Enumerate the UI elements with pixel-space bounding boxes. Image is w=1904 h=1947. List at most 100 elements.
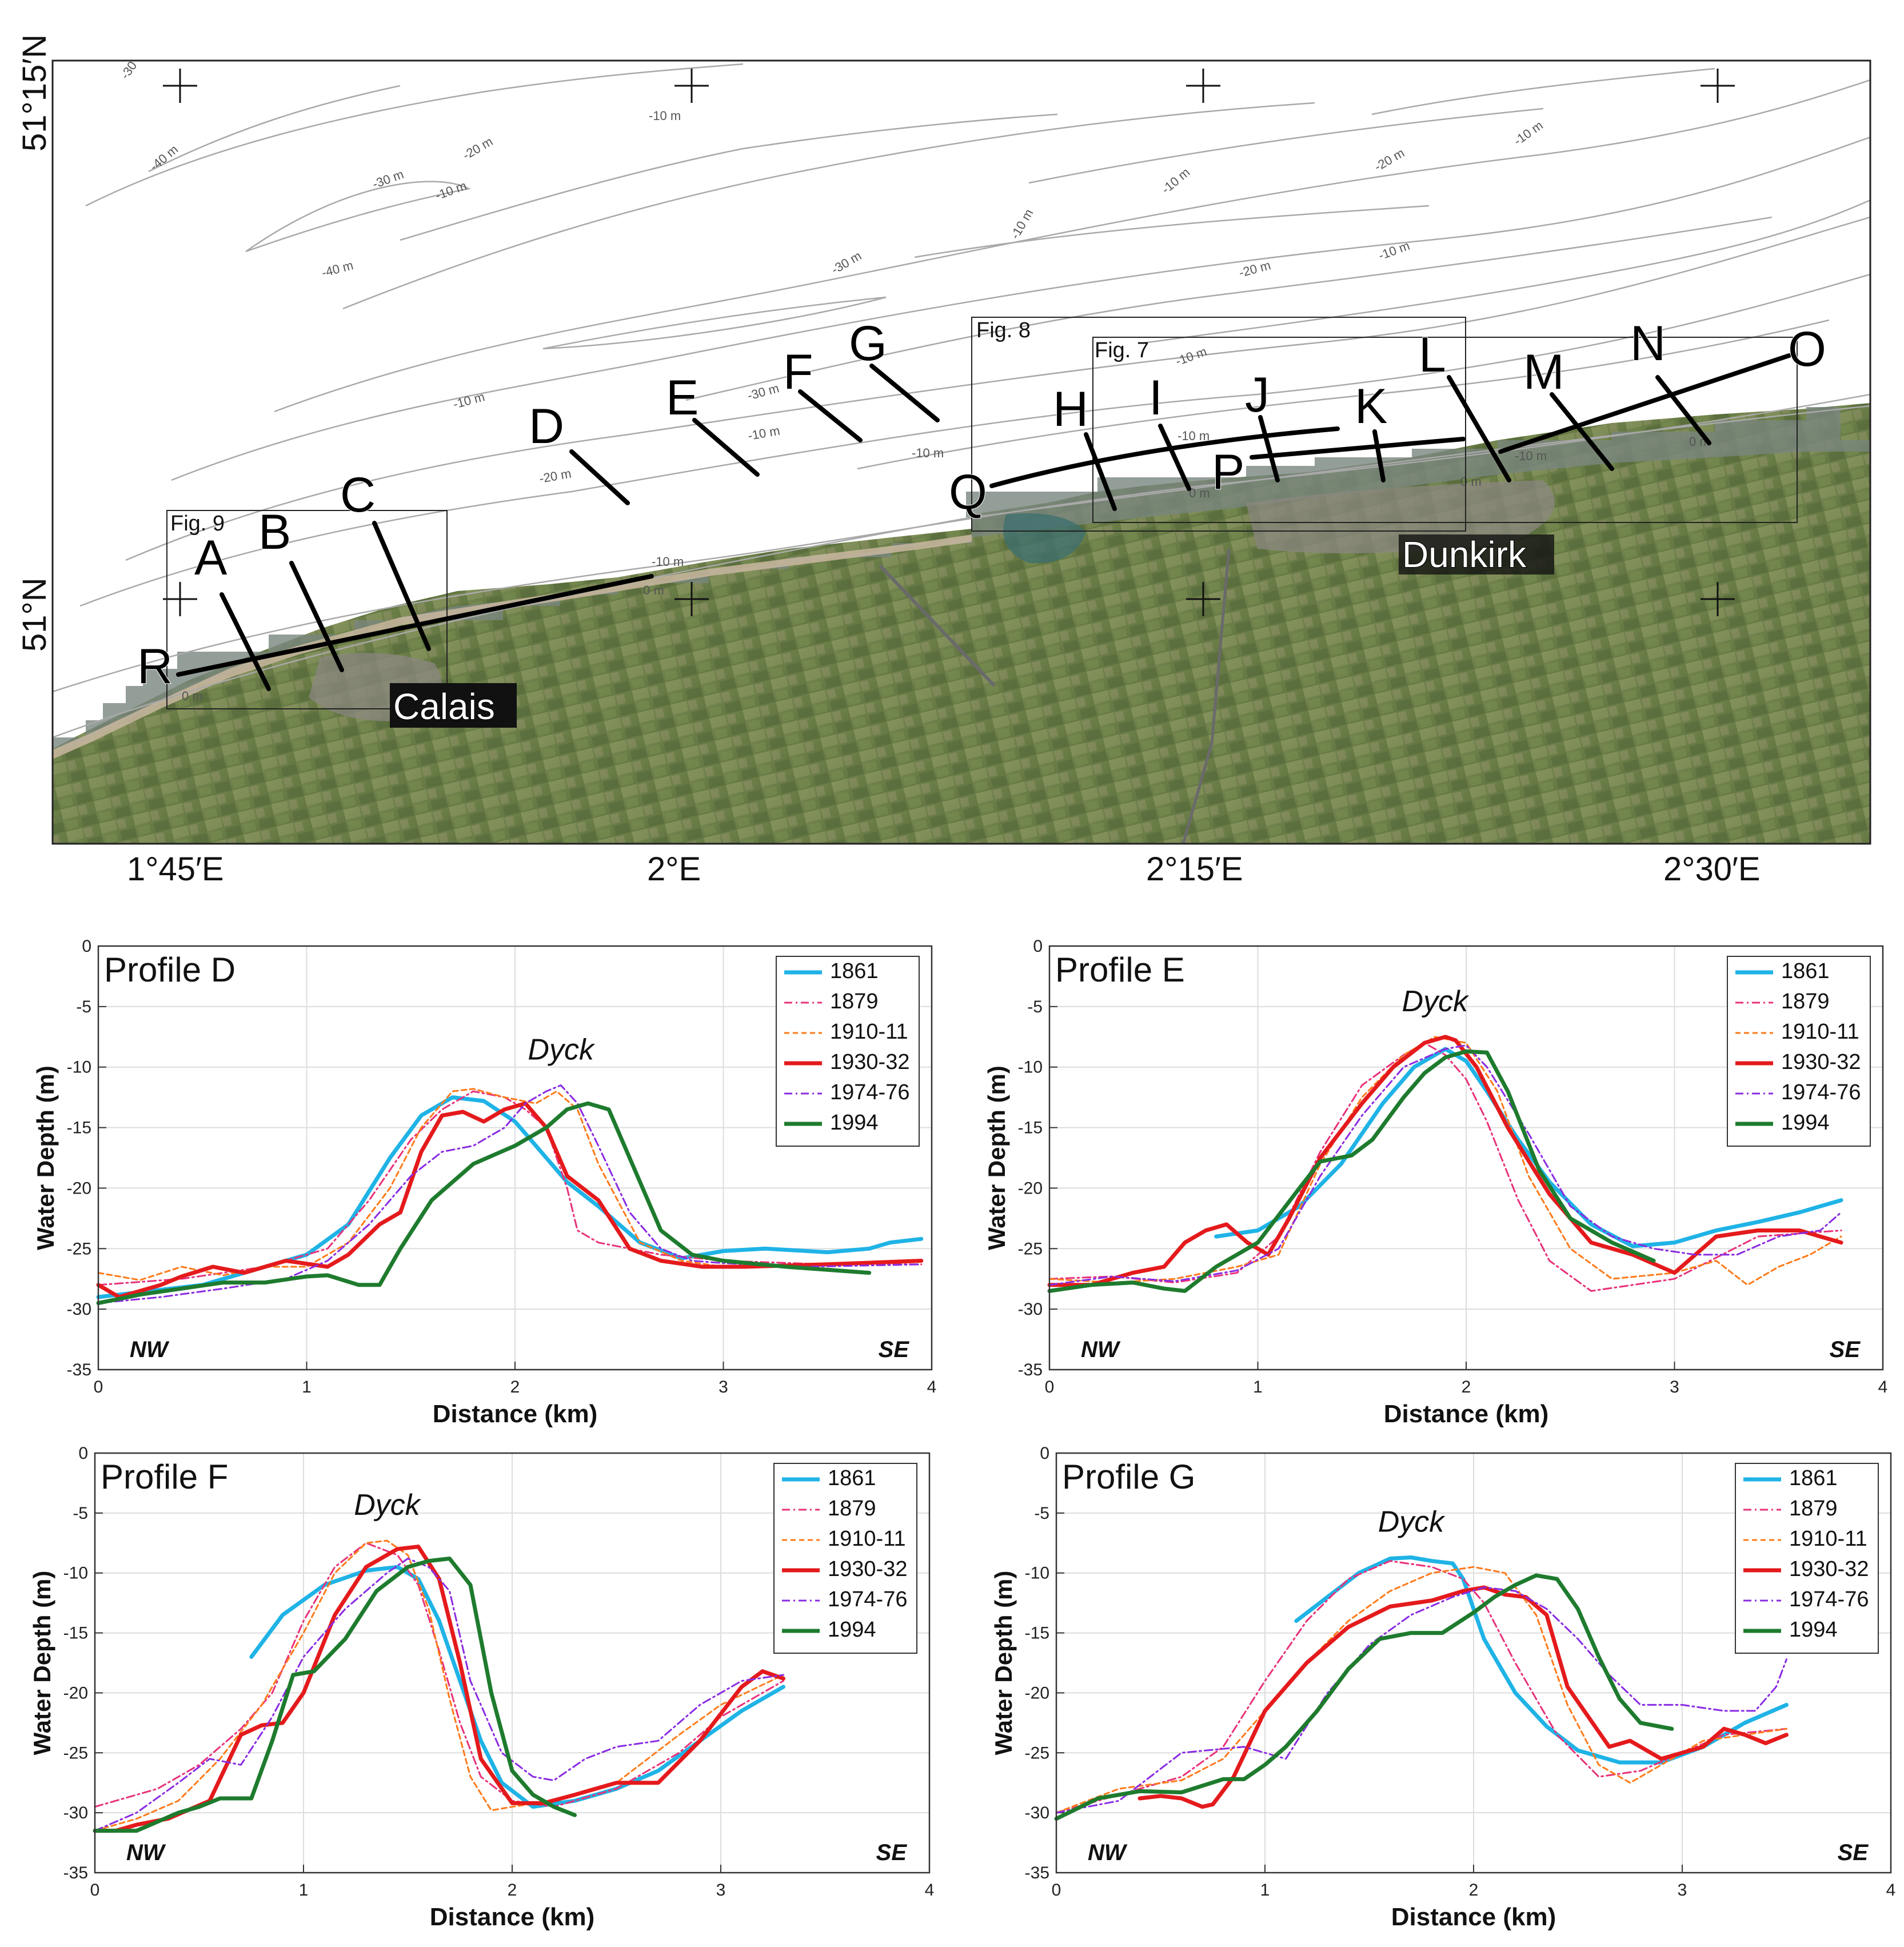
fig7-box: [1092, 337, 1798, 523]
map-frame: [51, 59, 1871, 845]
y-tick-label: -25: [1025, 1743, 1049, 1762]
y-tick-label: 0: [78, 1444, 88, 1463]
nw-label: NW: [126, 1840, 166, 1865]
y-tick-label: -35: [1025, 1864, 1049, 1882]
profile-charts: 0 1 2 3 4 0 -5 -10 -15 -20 -25 -30 -35 Profile D Dyck N…: [29, 937, 1895, 1931]
fig9-box: [166, 510, 448, 709]
chart-title: Profile G: [1062, 1458, 1195, 1496]
x-tick-label: 4: [925, 1881, 935, 1900]
y-tick-label: -30: [1018, 1300, 1043, 1319]
series-line-1910-11: [1055, 1566, 1787, 1814]
plot-frame: [1055, 1452, 1892, 1874]
series-line-1879: [97, 1090, 923, 1286]
legend-entry: 1974-76: [828, 1587, 907, 1611]
legend-entry: 1994: [1781, 1111, 1830, 1135]
legend-entry: 1861: [830, 959, 879, 983]
profile-letter: P: [1212, 445, 1244, 500]
x-axis-label: Distance (km): [430, 1903, 595, 1931]
profile-letter: E: [666, 370, 698, 425]
legend-entry: 1974-76: [830, 1080, 909, 1104]
canal: [1181, 548, 1231, 844]
map-panel: -30 m -10 m -40 m -20 m -10 m -30 m -40 …: [16, 34, 1871, 888]
profile-line-j: [1258, 415, 1280, 482]
y-tick-label: -25: [67, 1239, 91, 1258]
legend-entry: 1910-11: [828, 1527, 906, 1551]
y-tick-label: -15: [63, 1624, 88, 1643]
y-tick-label: -20: [63, 1683, 88, 1702]
plot-frame: [94, 1452, 931, 1874]
profile-letter: F: [783, 345, 813, 400]
legend: 1861 1879 1910-11 1930-32 1974-76 1994: [773, 1463, 917, 1654]
profile-line-q: [989, 426, 1340, 488]
y-tick-label: -20: [67, 1179, 91, 1198]
profile-line-e: [692, 418, 760, 477]
series-line-1994: [96, 1101, 872, 1306]
series-line-1994: [93, 1557, 577, 1833]
profile-line-g: [869, 364, 940, 422]
profile-letter: I: [1149, 370, 1163, 425]
series-line-1879: [1048, 1042, 1842, 1292]
legend: 1861 1879 1910-11 1930-32 1974-76 1994: [1735, 1463, 1879, 1654]
legend-entry: 1974-76: [1789, 1587, 1869, 1611]
map-coast-tiles: [53, 407, 1870, 749]
legend-entry: 1910-11: [1789, 1527, 1867, 1551]
contour-label: 0 m: [1460, 474, 1482, 489]
harbour-basin: [1003, 513, 1086, 564]
x-tick-label: 4: [927, 1378, 937, 1397]
legend-entry: 1861: [1781, 959, 1830, 983]
series-line-1879: [1055, 1560, 1787, 1814]
fig7-label: Fig. 7: [1095, 338, 1149, 362]
legend-entry: 1930-32: [828, 1557, 907, 1581]
contour-label: 0 m: [182, 689, 203, 703]
series-line-1974-76: [97, 1084, 923, 1304]
legend-entry: 1879: [830, 990, 879, 1014]
profile-letter: A: [194, 530, 227, 585]
legend-entry: 1974-76: [1781, 1080, 1861, 1104]
se-label: SE: [1838, 1840, 1869, 1865]
profile-chart-1: 0 1 2 3 4 0 -5 -10 -15 -20 -25 -30 -35 Profile E Dyck N…: [983, 937, 1887, 1428]
legend-entry: 1930-32: [830, 1050, 909, 1074]
y-tick-label: -10: [1025, 1564, 1049, 1583]
profile-letter: G: [849, 316, 887, 371]
legend-entry: 1879: [828, 1497, 876, 1521]
contour-label: -10 m: [649, 109, 681, 123]
x-tick-label: 4: [1886, 1881, 1896, 1900]
fig9-label: Fig. 9: [170, 512, 225, 536]
x-axis-label: Distance (km): [1391, 1903, 1556, 1931]
dunkirk-label: Dunkirk: [1402, 534, 1527, 575]
fig8-box: [971, 317, 1466, 532]
legend-entry: 1930-32: [1781, 1050, 1861, 1074]
y-tick-label: -35: [67, 1360, 91, 1379]
y-tick-label: -5: [73, 1504, 88, 1523]
y-tick-label: -25: [1018, 1239, 1043, 1258]
y-axis-label: Water Depth (m): [32, 1066, 59, 1250]
y-axis-label: Water Depth (m): [983, 1066, 1010, 1250]
x-tick-label: 2: [1462, 1378, 1471, 1397]
x-tick-label: 1: [1260, 1881, 1270, 1900]
profile-letter: L: [1419, 328, 1446, 382]
se-label: SE: [876, 1840, 908, 1865]
x-tick-label: 3: [1670, 1378, 1679, 1397]
se-label: SE: [879, 1337, 910, 1362]
lon-label: 1°45′E: [127, 851, 224, 888]
legend-entry: 1879: [1789, 1497, 1838, 1521]
series-line-1974-76: [94, 1558, 784, 1832]
y-tick-label: 0: [1040, 1444, 1049, 1463]
profile-line-o: [1498, 353, 1791, 454]
x-axis-label: Distance (km): [1384, 1400, 1549, 1428]
x-tick-label: 0: [90, 1881, 100, 1900]
y-tick-label: -5: [1034, 1504, 1049, 1523]
profile-line-c: [372, 521, 431, 651]
se-label: SE: [1830, 1337, 1861, 1362]
calais-label: Calais: [393, 686, 495, 727]
profile-line-b: [289, 561, 344, 672]
profile-letter: H: [1053, 382, 1088, 437]
profile-letter: Q: [949, 465, 987, 520]
profile-line-r: [176, 574, 654, 677]
y-tick-label: -10: [67, 1058, 91, 1077]
y-tick-label: -20: [1025, 1683, 1049, 1702]
graticule-crosses: [163, 69, 1735, 616]
figure-boxes: [166, 317, 1798, 709]
profile-line-m: [1550, 392, 1614, 471]
profile-letter: C: [340, 468, 376, 522]
